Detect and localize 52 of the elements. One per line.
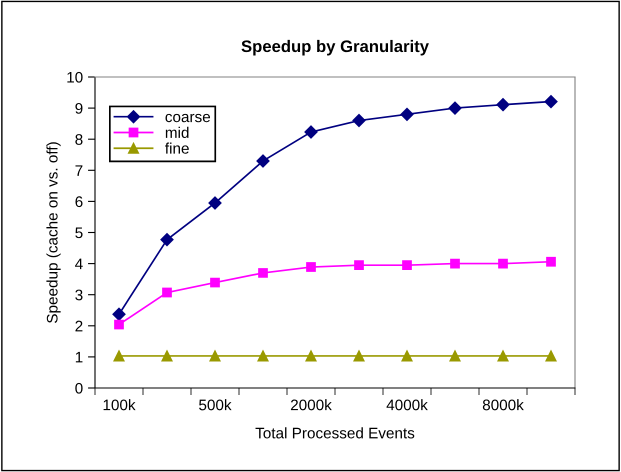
x-tick-label: 4000k [386, 399, 428, 410]
point [497, 350, 509, 362]
legend-label: mid [166, 126, 188, 138]
point [498, 258, 508, 268]
point [353, 350, 365, 362]
point [400, 108, 414, 121]
point [306, 262, 316, 272]
point [257, 350, 269, 362]
y-tick-label: 3 [75, 290, 83, 300]
y-tick-label: 2 [75, 320, 82, 332]
legend-label: coarse [165, 114, 210, 122]
chart-title: Speedup by Granularity [241, 40, 429, 56]
point [401, 350, 413, 362]
point [210, 278, 220, 288]
point [160, 233, 174, 246]
y-tick-label: 10 [67, 72, 83, 83]
point [114, 320, 124, 330]
y-tick-label: 9 [75, 102, 82, 114]
point [546, 256, 556, 267]
y-tick-label: 4 [75, 258, 83, 270]
point [113, 350, 125, 362]
point [496, 98, 510, 112]
point [258, 268, 268, 278]
y-tick-label: 5 [75, 228, 83, 238]
point [448, 102, 462, 115]
y-tick-label: 1 [76, 352, 82, 362]
point [256, 154, 270, 168]
y-tick-label: 0 [75, 382, 83, 394]
point [305, 350, 317, 362]
x-axis-title: Total Processed Events [256, 427, 414, 438]
x-tick-label: 500k [199, 399, 232, 410]
point [161, 350, 173, 362]
legend-label: fine [165, 142, 189, 154]
y-tick-label: 7 [75, 165, 82, 176]
point [544, 94, 558, 108]
y-tick-label: 8 [75, 134, 83, 145]
x-tick-label: 8000k [482, 399, 524, 410]
y-tick-label: 6 [75, 196, 83, 208]
point [354, 260, 364, 270]
point [208, 196, 222, 210]
point [449, 350, 461, 362]
x-tick-label: 2000k [290, 399, 332, 410]
point [545, 350, 557, 362]
point [352, 114, 366, 128]
point [162, 288, 172, 298]
y-axis-title: Speedup (cache on vs. off) [46, 142, 61, 323]
point [450, 258, 460, 268]
point [304, 125, 318, 139]
point [112, 308, 126, 321]
point [209, 350, 221, 362]
point [402, 260, 412, 270]
x-tick-label: 100k [104, 399, 136, 410]
